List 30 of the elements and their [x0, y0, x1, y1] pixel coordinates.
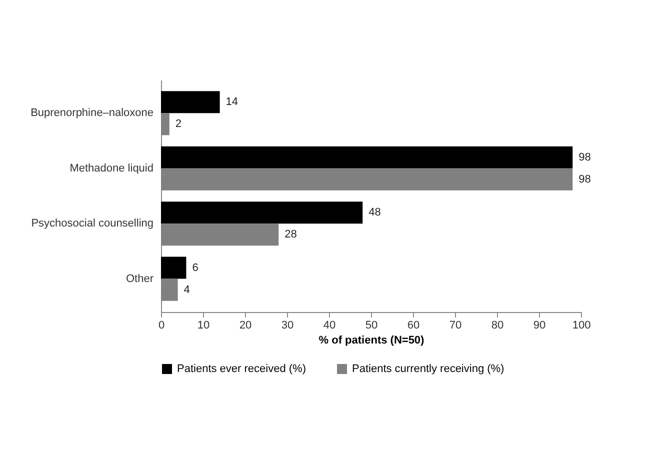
y-tick-label: Other	[126, 272, 154, 285]
bar	[161, 91, 220, 114]
x-tick-label: 60	[407, 320, 420, 332]
y-tick-label: Methadone liquid	[70, 162, 154, 174]
x-tick-label: 100	[572, 320, 591, 332]
data-label: 14	[226, 96, 238, 108]
x-tick-label: 30	[281, 320, 294, 332]
data-label: 2	[175, 118, 182, 130]
legend-label: Patients currently receiving (%)	[352, 363, 504, 375]
y-tick-label: Buprenorphine–naloxone	[30, 107, 154, 120]
x-tick-label: 90	[533, 320, 546, 332]
data-label: 28	[284, 228, 297, 241]
x-tick-label: 50	[365, 320, 378, 332]
x-tick-label: 20	[239, 320, 252, 332]
x-axis-title: % of patients (N=50)	[318, 334, 425, 346]
bar	[161, 146, 573, 168]
x-tick-label: 70	[449, 320, 462, 332]
x-tick-label: 0	[158, 320, 165, 332]
data-label: 98	[578, 151, 591, 164]
y-tick-label: Psychosocial counselling	[31, 218, 154, 230]
x-tick-label: 40	[323, 320, 336, 332]
data-label: 98	[578, 173, 591, 186]
bar	[161, 256, 186, 279]
bar	[161, 202, 363, 224]
data-label: 4	[184, 284, 190, 296]
data-label: 48	[368, 206, 381, 219]
data-label: 6	[192, 262, 198, 274]
x-tick-label: 80	[491, 320, 504, 332]
x-tick-label: 10	[197, 320, 210, 332]
legend-label: Patients ever received (%)	[177, 363, 306, 375]
